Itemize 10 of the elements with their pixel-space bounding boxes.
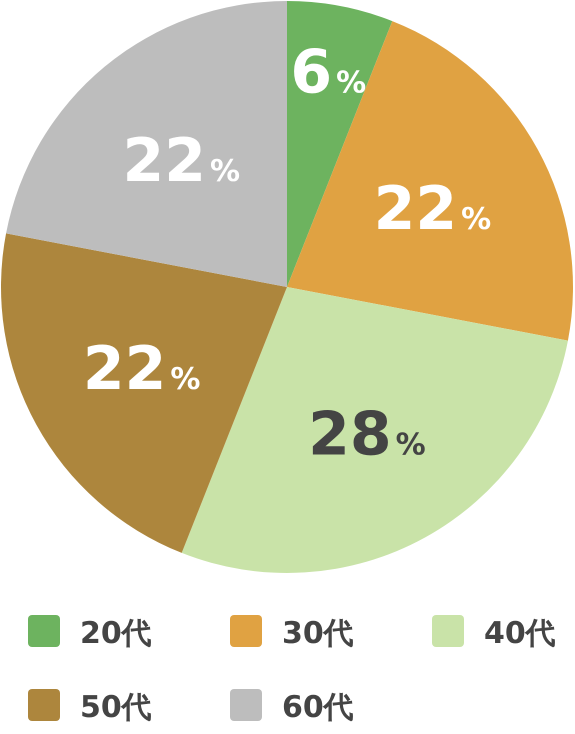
legend-label: 40代 [484, 616, 556, 651]
legend-label: 30代 [282, 616, 354, 651]
legend-label: 20代 [80, 616, 152, 651]
legend-label: 60代 [282, 690, 354, 725]
data-label: 28% [308, 399, 426, 470]
data-label: 22% [122, 126, 240, 196]
data-label: 22% [82, 334, 200, 404]
legend-label: 50代 [80, 690, 152, 725]
data-label: 22% [374, 174, 492, 244]
data-label: 6% [290, 38, 366, 108]
